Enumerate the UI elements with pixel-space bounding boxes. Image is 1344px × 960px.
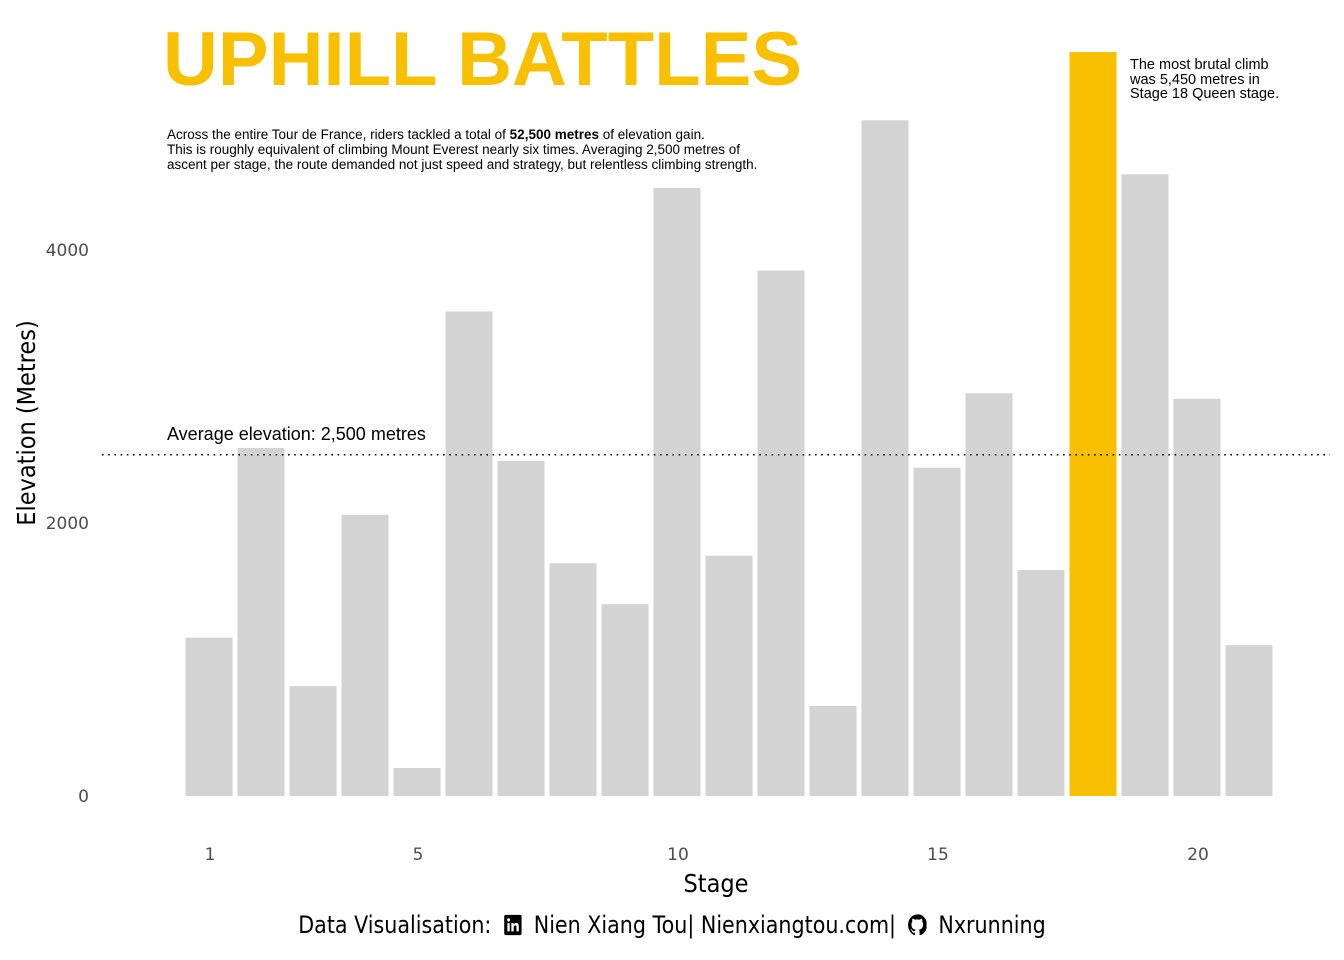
bar (1225, 645, 1273, 796)
annotation-line: The most brutal climb (1130, 57, 1269, 73)
footer-separator: | (687, 911, 695, 939)
highlight-annotation: The most brutal climb was 5,450 metres i… (1130, 58, 1279, 102)
bar (393, 768, 441, 796)
subtitle-text: of elevation gain. (599, 127, 705, 142)
x-tick-label: 5 (413, 845, 424, 865)
footer-prefix: Data Visualisation: (298, 911, 492, 939)
y-tick-label: 0 (78, 787, 89, 807)
bar (445, 311, 493, 796)
subtitle-highlight: 52,500 metres (509, 127, 599, 142)
page-title: UPHILL BATTLES (163, 17, 802, 102)
y-tick-label: 4000 (46, 241, 89, 261)
bar (861, 120, 909, 796)
annotation-line: Stage 18 Queen stage. (1130, 86, 1280, 102)
y-axis-label: Elevation (Metres) (12, 320, 41, 525)
bar (289, 686, 337, 796)
footer-credits: Data Visualisation: Nien Xiang Tou| Nien… (94, 910, 1250, 939)
bar (913, 467, 961, 796)
bar (185, 637, 233, 796)
x-axis-label: Stage (684, 869, 749, 898)
linkedin-icon (503, 914, 522, 936)
x-tick-label: 10 (667, 845, 689, 865)
bar (497, 460, 545, 796)
bar (1173, 398, 1221, 796)
x-tick-label: 20 (1187, 845, 1209, 865)
bar-highlight (1069, 52, 1117, 796)
bar (1017, 570, 1065, 796)
footer-author[interactable]: Nien Xiang Tou (533, 911, 688, 939)
footer-website[interactable]: Nienxiangtou.com (700, 911, 890, 939)
subtitle-text: ascent per stage, the route demanded not… (167, 157, 758, 172)
footer-github[interactable]: Nxrunning (938, 911, 1046, 939)
bar (809, 705, 857, 796)
bar (549, 563, 597, 796)
annotation-line: was 5,450 metres in (1130, 71, 1260, 88)
subtitle-text: This is roughly equivalent of climbing M… (167, 142, 741, 157)
subtitle: Across the entire Tour de France, riders… (167, 127, 757, 172)
x-tick-label: 1 (205, 845, 216, 865)
x-tick-label: 15 (927, 845, 949, 865)
bar (601, 604, 649, 796)
average-label: Average elevation: 2,500 metres (167, 424, 426, 444)
bar (757, 270, 805, 797)
bar (653, 187, 701, 796)
y-tick-label: 2000 (46, 514, 89, 534)
github-icon (908, 914, 927, 936)
bar (237, 447, 285, 796)
bar (705, 555, 753, 796)
footer-separator: | (889, 911, 897, 939)
bar (341, 514, 389, 796)
subtitle-text: Across the entire Tour de France, riders… (167, 127, 510, 142)
bar (965, 393, 1013, 796)
bar (1121, 174, 1169, 796)
